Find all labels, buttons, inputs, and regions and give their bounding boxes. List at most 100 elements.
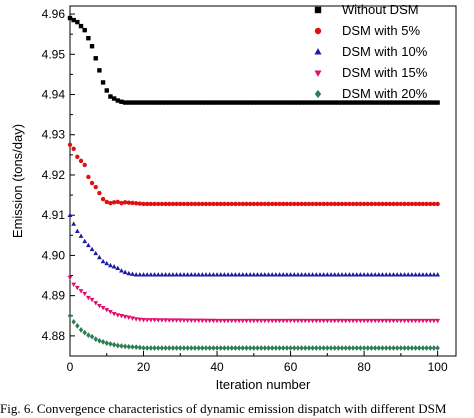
data-point bbox=[71, 17, 76, 23]
data-point bbox=[346, 318, 352, 324]
data-point bbox=[93, 184, 98, 190]
data-point bbox=[380, 201, 385, 207]
data-point bbox=[192, 201, 198, 207]
data-point bbox=[365, 272, 371, 277]
data-point bbox=[82, 27, 87, 33]
data-point bbox=[317, 100, 323, 105]
data-point bbox=[89, 297, 95, 303]
data-point bbox=[141, 201, 146, 207]
data-point bbox=[424, 201, 429, 207]
data-point bbox=[86, 174, 91, 180]
data-point bbox=[413, 345, 418, 351]
data-point bbox=[262, 272, 268, 277]
data-point bbox=[321, 272, 327, 277]
data-point bbox=[133, 344, 139, 351]
data-point bbox=[159, 272, 165, 277]
data-point bbox=[291, 318, 297, 324]
data-point bbox=[357, 318, 363, 324]
data-point bbox=[244, 272, 249, 277]
data-point bbox=[93, 336, 98, 342]
data-point bbox=[262, 100, 268, 105]
data-point bbox=[335, 318, 341, 324]
data-point bbox=[332, 345, 337, 351]
data-point bbox=[339, 272, 345, 277]
data-point bbox=[314, 27, 322, 35]
data-point bbox=[413, 318, 418, 324]
data-point bbox=[181, 272, 187, 277]
data-point bbox=[317, 318, 323, 324]
data-point bbox=[130, 200, 135, 206]
data-point bbox=[277, 272, 282, 277]
data-point bbox=[369, 345, 374, 351]
data-point bbox=[210, 318, 216, 324]
data-point bbox=[74, 228, 80, 234]
data-point bbox=[174, 345, 179, 351]
data-point bbox=[229, 201, 234, 207]
data-point bbox=[409, 272, 415, 277]
data-point bbox=[409, 201, 415, 207]
data-point bbox=[196, 318, 202, 324]
data-point bbox=[417, 201, 422, 207]
data-point bbox=[251, 345, 257, 351]
legend-label: DSM with 15% bbox=[342, 65, 428, 80]
data-point bbox=[303, 100, 308, 105]
data-point bbox=[314, 89, 322, 99]
data-point bbox=[350, 345, 356, 351]
data-point bbox=[130, 271, 135, 276]
data-point bbox=[89, 246, 95, 252]
data-point bbox=[185, 345, 190, 351]
data-point bbox=[284, 272, 290, 277]
data-point bbox=[126, 270, 132, 276]
data-point bbox=[346, 272, 352, 277]
data-point bbox=[207, 100, 212, 105]
data-point bbox=[402, 100, 407, 105]
data-point bbox=[435, 318, 441, 324]
y-tick-label: 4.94 bbox=[42, 88, 66, 102]
data-point bbox=[89, 180, 95, 186]
data-point bbox=[218, 201, 223, 207]
data-point bbox=[420, 201, 426, 207]
data-point bbox=[361, 318, 367, 324]
data-point bbox=[247, 345, 253, 351]
data-point bbox=[126, 200, 132, 205]
data-point bbox=[288, 201, 293, 207]
data-point bbox=[240, 345, 245, 351]
data-point bbox=[159, 318, 165, 323]
data-point bbox=[387, 318, 393, 324]
data-point bbox=[67, 312, 73, 319]
data-point bbox=[372, 100, 378, 105]
data-point bbox=[280, 272, 286, 277]
data-point bbox=[380, 345, 385, 351]
data-point bbox=[394, 318, 400, 324]
data-point bbox=[424, 318, 430, 324]
data-point bbox=[229, 272, 235, 277]
data-point bbox=[111, 264, 117, 269]
data-point bbox=[126, 315, 132, 321]
data-point bbox=[203, 272, 209, 277]
data-point bbox=[394, 100, 400, 105]
data-point bbox=[405, 318, 411, 324]
data-point bbox=[71, 282, 77, 288]
data-point bbox=[391, 318, 396, 324]
data-point bbox=[130, 316, 135, 321]
data-point bbox=[203, 318, 209, 324]
data-point bbox=[383, 345, 389, 351]
data-point bbox=[141, 345, 146, 351]
legend: Without DSM DSM with 5% DSM with 10% DSM wi… bbox=[314, 2, 428, 101]
data-point bbox=[281, 100, 286, 105]
data-point bbox=[324, 318, 330, 324]
data-point bbox=[295, 345, 301, 351]
data-point bbox=[119, 200, 124, 206]
data-point bbox=[111, 200, 117, 205]
data-point bbox=[170, 201, 176, 207]
data-point bbox=[137, 201, 143, 206]
data-point bbox=[240, 201, 245, 207]
data-point bbox=[244, 345, 249, 351]
data-point bbox=[181, 201, 187, 207]
data-point bbox=[163, 272, 169, 277]
data-point bbox=[343, 345, 348, 351]
data-point bbox=[343, 100, 348, 105]
data-point bbox=[402, 318, 407, 324]
data-point bbox=[78, 289, 84, 294]
data-point bbox=[435, 345, 440, 351]
